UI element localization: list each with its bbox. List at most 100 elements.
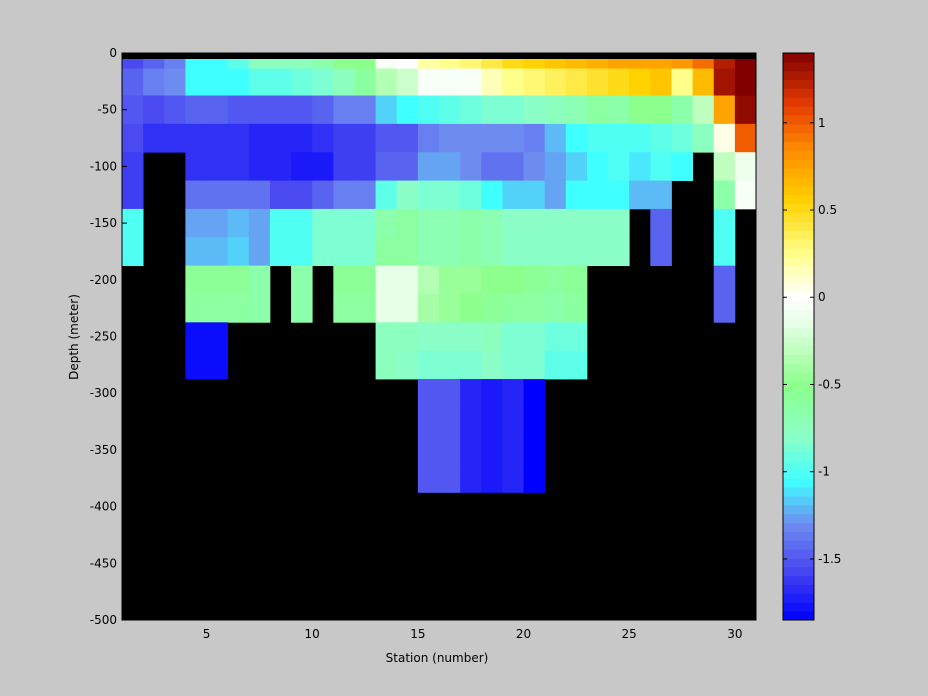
x-tick-label: 30 [727,627,742,641]
heatmap-cell [481,123,503,153]
heatmap-cell [354,152,376,181]
colorbar-swatch [783,398,814,408]
heatmap-cell [692,68,715,96]
heatmap-cell [629,95,651,125]
heatmap-cell [460,68,482,96]
heatmap-cell [439,293,461,323]
colorbar-swatch [783,61,814,72]
heatmap-cell [206,152,229,181]
x-tick-label: 10 [305,627,320,641]
colorbar-swatch [783,70,814,81]
heatmap-cell [206,208,229,238]
heatmap-cell [206,123,229,153]
colorbar-swatch [783,301,814,311]
heatmap-cell [333,95,355,125]
heatmap-cell [502,152,524,181]
heatmap-cell [354,180,376,210]
heatmap-cell [439,237,461,267]
heatmap-cell [586,180,609,210]
heatmap-cell [565,95,588,125]
colorbar-swatch [783,265,814,275]
heatmap-cell [354,68,376,96]
colorbar-swatch [783,345,814,355]
heatmap-cell [439,180,461,210]
colorbar-swatch [783,132,814,143]
heatmap-cell [164,95,186,125]
colorbar-swatch [783,106,814,116]
heatmap-cell [650,208,672,238]
heatmap-cell [375,95,398,125]
heatmap-cell [460,293,482,323]
heatmap-cell [185,68,207,96]
colorbar-swatch [783,318,814,329]
heatmap-plot [122,53,757,620]
heatmap-cell [523,293,546,323]
heatmap-cell [460,208,482,238]
heatmap-cell [417,350,440,380]
colorbar-swatch [783,221,814,231]
heatmap-cell [502,265,524,295]
heatmap-cell [375,322,398,352]
y-tick-label: -250 [90,330,117,344]
heatmap-cell [248,208,271,238]
heatmap-cell [713,123,736,153]
colorbar-swatch [783,239,814,249]
heatmap-cell [396,293,419,323]
heatmap-cell [460,95,482,125]
heatmap-cell [544,322,567,352]
heatmap-cell [502,322,524,352]
heatmap-cell [608,123,630,153]
colorbar-swatch [783,549,814,559]
heatmap-cell [671,123,693,153]
heatmap-cell [417,322,440,352]
heatmap-cell [439,379,461,408]
colorbar-swatch [783,425,814,435]
heatmap-cell [143,123,165,153]
colorbar-swatch [783,168,814,178]
colorbar-swatch [783,487,814,497]
colorbar-swatch [783,283,814,293]
colorbar-swatch [783,212,814,222]
heatmap-cell [396,265,419,295]
heatmap-cell [375,152,398,181]
heatmap-cell [523,208,546,238]
heatmap-cell [671,152,693,181]
heatmap-cell [460,265,482,295]
heatmap-cell [269,152,292,181]
heatmap-cell [629,123,651,153]
heatmap-cell [481,265,503,295]
heatmap-cell [417,123,440,153]
y-tick-label: 0 [109,46,117,60]
heatmap-cell [206,350,229,380]
heatmap-cell [544,293,567,323]
heatmap-cell [544,237,567,267]
colorbar-swatch [783,292,814,302]
heatmap-cell [185,123,207,153]
y-tick-label: -500 [90,613,117,627]
heatmap-cell [122,208,144,238]
heatmap-cell [502,237,524,267]
heatmap-cell [565,152,588,181]
heatmap-cell [565,123,588,153]
colorbar-swatch [783,478,814,488]
heatmap-cell [713,180,736,210]
axes: 5 10 15 20 25 30 0 -50 -100 -150 -200 -250 -300 -350 -… [90,46,757,641]
heatmap-cell [248,237,271,267]
heatmap-cell [544,208,567,238]
heatmap-cell [523,265,546,295]
heatmap-cell [608,237,630,267]
colorbar-swatch [783,123,814,134]
heatmap-cell [248,68,271,96]
heatmap-cell [269,237,292,267]
heatmap-cell [396,68,419,96]
heatmap-cell [586,95,609,125]
colorbar-swatch [783,354,814,364]
heatmap-cell [291,123,313,153]
heatmap-cell [269,123,292,153]
colorbar-swatch [783,327,814,337]
colorbar-swatch [783,274,814,284]
heatmap-cell [333,152,355,181]
heatmap-cell [502,293,524,323]
heatmap-cell [227,68,250,96]
